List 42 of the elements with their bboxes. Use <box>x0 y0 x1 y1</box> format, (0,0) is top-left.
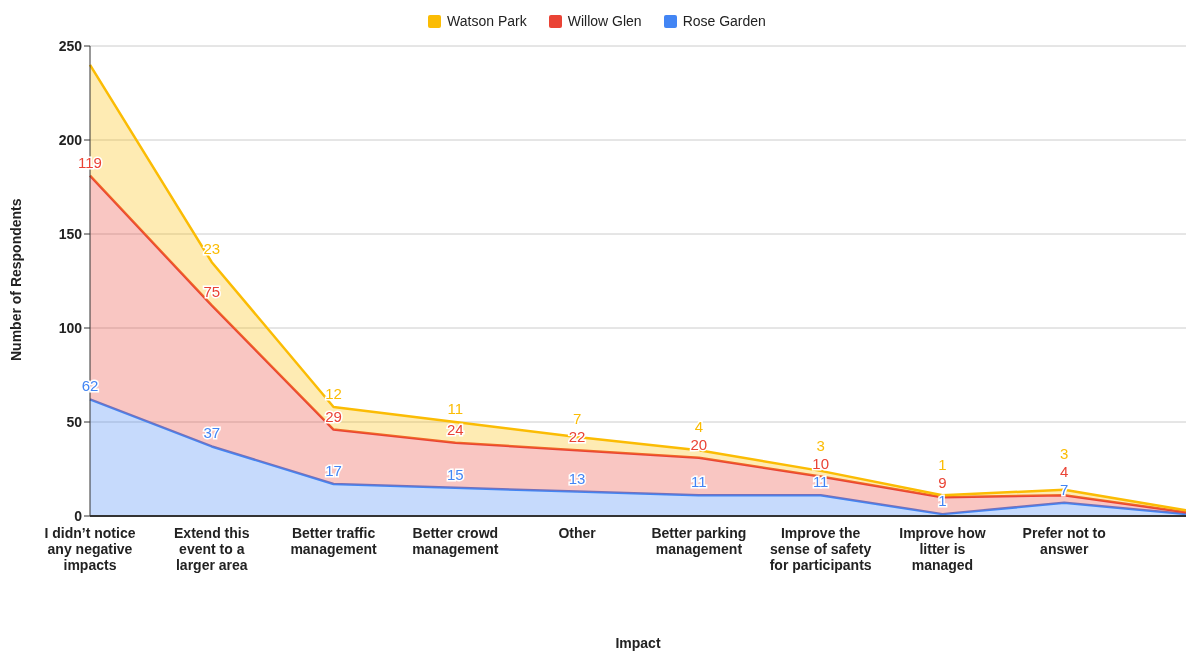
data-label: 29 <box>325 407 342 425</box>
legend-label: Watson Park <box>446 13 527 29</box>
x-tick-label: Better parking management <box>651 525 747 557</box>
y-tick-label: 200 <box>58 131 83 148</box>
data-label: 62 <box>81 377 99 395</box>
y-tick-label: 100 <box>58 319 83 336</box>
data-label: 37 <box>203 424 221 442</box>
data-label: 7 <box>572 410 582 428</box>
data-label: 4 <box>1060 462 1069 480</box>
x-tick-label: Improve the sense of safety for participants <box>769 525 872 573</box>
y-tick-label: 0 <box>74 507 83 524</box>
data-label: 15 <box>446 465 464 483</box>
data-label: 12 <box>325 384 342 402</box>
legend-label: Rose Garden <box>681 13 766 29</box>
data-label: 3 <box>1060 444 1069 462</box>
data-label: 10 <box>812 454 830 472</box>
data-label: 1 <box>938 456 947 474</box>
data-label: 3 <box>816 436 825 454</box>
data-label: 75 <box>203 283 221 301</box>
data-label: 20 <box>690 435 708 453</box>
data-label: 17 <box>325 462 342 480</box>
y-tick-label: 250 <box>58 37 83 54</box>
legend-label: Willow Glen <box>566 13 642 29</box>
x-tick-label: Better crowd management <box>412 525 499 557</box>
y-tick-label: 150 <box>58 225 83 242</box>
x-tick-label: Improve how litter is managed <box>899 525 986 573</box>
x-tick-label: I didn’t notice any negative impacts <box>44 525 136 573</box>
x-axis-title: Impact <box>615 635 661 651</box>
data-label: 23 <box>203 240 221 258</box>
x-tick-label: Better traffic management <box>290 525 378 557</box>
data-label: 13 <box>568 469 586 487</box>
y-tick-label: 50 <box>66 413 83 430</box>
x-tick-label: Other <box>558 525 597 541</box>
data-label: 11 <box>812 473 829 491</box>
x-tick-label: Prefer not to answer <box>1022 525 1106 557</box>
data-label: 24 <box>446 420 464 438</box>
data-label: 9 <box>938 474 947 492</box>
data-label: 4 <box>694 417 704 435</box>
data-label: 11 <box>691 473 707 491</box>
x-tick-label: Extend this event to a larger area <box>174 525 250 573</box>
y-axis-title: Number of Respondents <box>7 198 24 361</box>
data-label: 11 <box>447 400 464 417</box>
